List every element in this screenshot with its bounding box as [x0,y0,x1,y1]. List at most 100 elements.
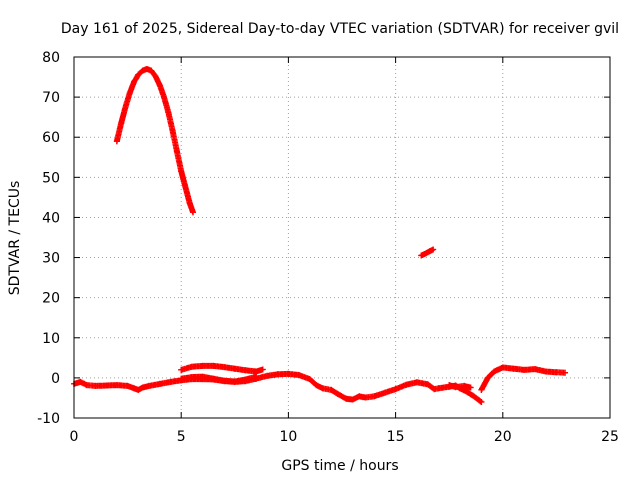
x-tick-label: 5 [177,429,186,445]
x-tick-label: 10 [279,429,297,445]
data-point [118,120,125,127]
data-point [469,392,476,399]
data-point [343,395,350,402]
data-point [510,365,517,372]
data-point [242,367,249,374]
y-tick-label: 50 [42,170,60,186]
data-point [190,209,196,216]
data-point [532,366,538,373]
axes: 0 5 10 15 20 25 -10 0 10 20 30 40 50 60 70 80 [37,50,619,445]
data-point [210,362,217,369]
x-tick-label: 20 [494,429,512,445]
data-point [210,375,217,382]
data-point [156,380,163,387]
data-point [178,375,185,382]
data-point [328,386,335,393]
data-point [231,365,238,372]
data-point [167,378,174,385]
data-point [426,248,433,255]
data-point [392,386,399,393]
data-point [296,372,303,379]
data-point [264,372,270,379]
data-layer [71,66,568,405]
data-point [113,382,120,389]
series-markers [478,364,568,393]
data-point [221,364,228,371]
y-tick-label: 20 [42,291,60,307]
series-arc-1 [113,66,196,216]
data-point [403,381,410,388]
data-point [139,384,146,391]
data-point [430,246,437,253]
series-arc-2 [418,246,437,259]
data-point [491,368,498,375]
data-point [414,379,420,386]
data-point [135,386,142,393]
data-point [478,386,485,393]
data-point [139,67,146,74]
data-point [313,382,320,389]
data-point [146,382,152,389]
data-point [306,376,313,383]
data-point [285,370,292,377]
data-point [371,393,378,400]
series-arc-3 [178,362,266,375]
data-point [173,148,180,155]
data-point [467,384,474,391]
x-tick-label: 0 [70,429,79,445]
data-point [103,382,110,389]
data-point [259,366,266,373]
data-point [418,252,425,259]
data-point [143,66,150,72]
data-point [242,376,249,383]
data-point [356,393,363,400]
data-point [319,385,326,392]
x-tick-label: 15 [387,429,405,445]
data-point [553,369,560,376]
data-point [152,73,159,80]
data-point [199,362,206,369]
data-point [188,374,195,381]
data-point [131,78,137,85]
y-tick-label: 70 [42,90,60,106]
x-tick-label: 25 [601,429,619,445]
data-point [562,369,568,376]
y-tick-label: 30 [42,251,60,267]
data-point [156,82,163,89]
data-point [431,386,438,393]
data-point [334,390,341,397]
data-point [113,138,120,145]
y-tick-label: 40 [42,210,60,226]
data-point [122,104,129,111]
y-tick-label: 80 [42,50,60,66]
data-point [521,366,528,373]
y-axis-label: SDTVAR / TECUs [7,181,23,296]
data-point [542,368,549,375]
data-point [452,384,459,391]
data-point [381,389,388,396]
series-arc-7 [446,382,474,391]
data-point [169,127,176,134]
data-point [161,94,167,101]
data-point [484,374,491,381]
data-point [199,373,206,380]
y-tick-label: 0 [51,371,60,387]
data-point [231,378,238,385]
data-point [435,385,442,392]
y-tick-label: 10 [42,331,60,347]
data-point [221,377,228,384]
data-point [135,71,142,78]
x-axis-label: GPS time / hours [281,458,398,474]
series-arc-6 [178,373,260,385]
series-markers [113,66,196,216]
y-tick-label: -10 [37,411,60,427]
data-point [349,396,356,403]
data-point [178,366,185,373]
data-point [131,385,137,392]
data-point [178,168,185,175]
chart-title: Day 161 of 2025, Sidereal Day-to-day VTE… [61,21,619,37]
data-point [424,381,431,388]
data-point [182,184,189,191]
data-point [499,364,506,371]
data-point [188,363,195,370]
